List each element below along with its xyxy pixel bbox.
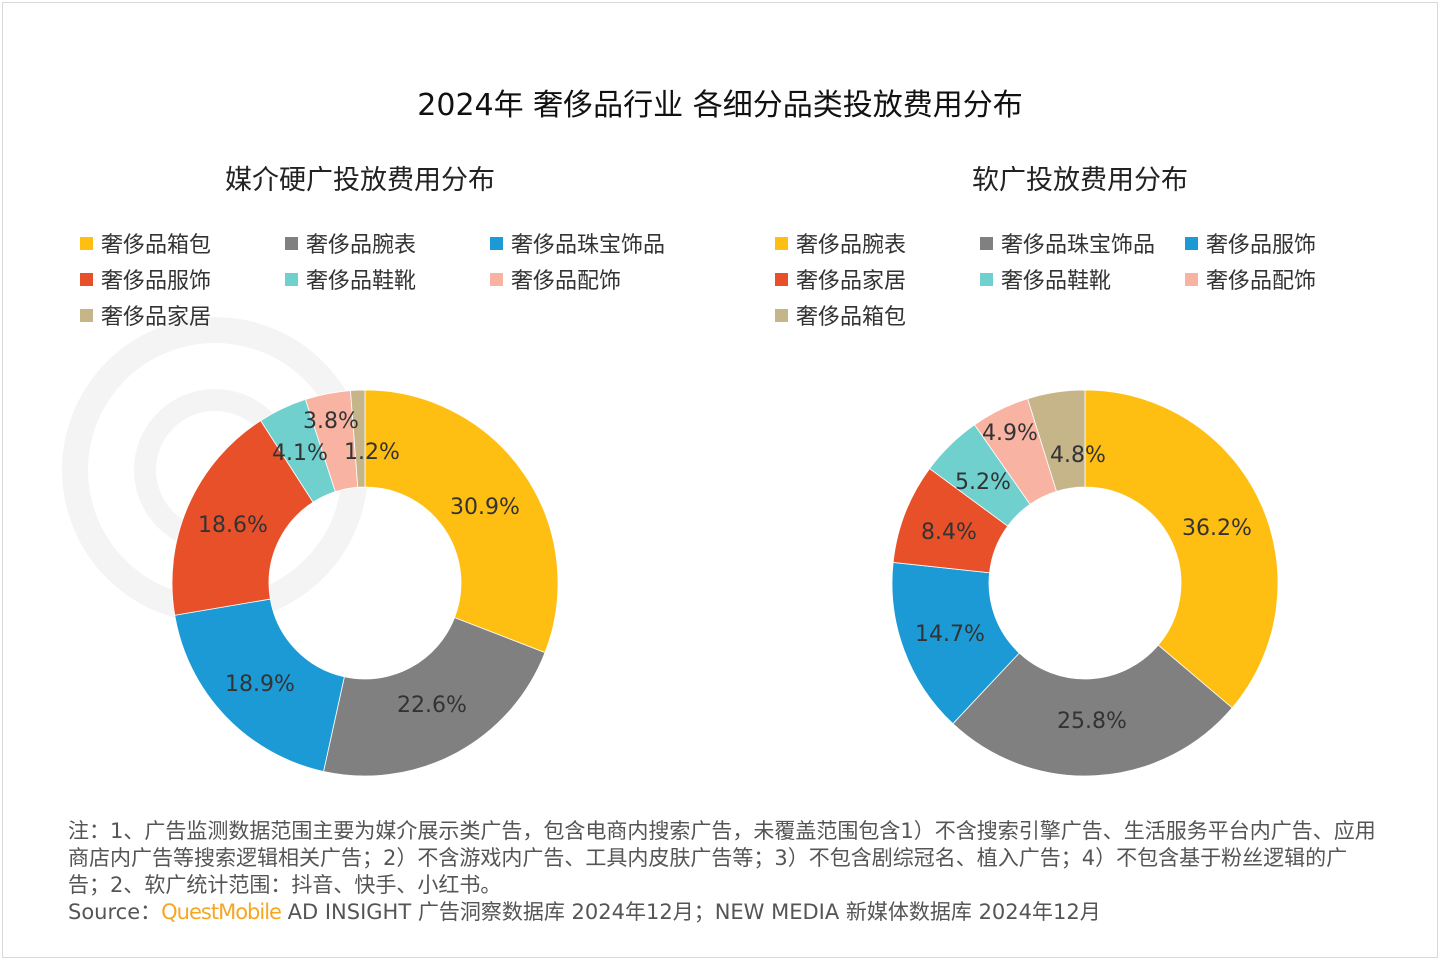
footer: 注：1、广告监测数据范围主要为媒介展示类广告，包含电商内搜索广告，未覆盖范围包含…	[68, 818, 1378, 926]
data-label: 22.6%	[397, 693, 467, 718]
data-label: 4.8%	[1050, 443, 1106, 468]
legend-item: 奢侈品腕表	[285, 227, 416, 259]
right-chart-title: 软广投放费用分布	[972, 165, 1188, 196]
legend-label: 奢侈品家居	[101, 305, 212, 330]
legend-item: 奢侈品箱包	[80, 227, 211, 259]
legend-swatch	[775, 308, 788, 322]
data-label: 25.8%	[1057, 709, 1127, 734]
donut-slice	[1027, 389, 1086, 492]
legend-swatch	[285, 236, 298, 250]
donut-slice	[171, 420, 314, 616]
legend-swatch	[80, 308, 93, 322]
legend-label: 奢侈品箱包	[101, 233, 212, 258]
legend-label: 奢侈品服饰	[101, 269, 212, 294]
legend-item: 奢侈品珠宝饰品	[980, 227, 1155, 259]
source-line: Source：QuestMobile AD INSIGHT 广告洞察数据库 20…	[68, 899, 1378, 926]
legend-swatch	[775, 236, 788, 250]
data-label: 14.7%	[915, 622, 985, 647]
legend-item: 奢侈品服饰	[80, 263, 211, 295]
data-label: 30.9%	[450, 495, 520, 520]
legend-swatch	[80, 236, 93, 250]
legend-swatch	[980, 236, 993, 250]
donut-slice	[952, 644, 1233, 777]
legend-swatch	[490, 236, 503, 250]
legend-item: 奢侈品服饰	[1185, 227, 1316, 259]
data-label: 1.2%	[344, 440, 400, 465]
legend-item: 奢侈品鞋靴	[980, 263, 1111, 295]
data-label: 8.4%	[921, 520, 977, 545]
donut-slice	[174, 598, 345, 772]
data-label: 4.1%	[272, 441, 328, 466]
legend-swatch	[285, 272, 298, 286]
legend-swatch	[980, 272, 993, 286]
legend-item: 奢侈品家居	[80, 299, 211, 331]
donut-slice	[1084, 389, 1279, 709]
legend-label: 奢侈品珠宝饰品	[511, 233, 666, 258]
legend-label: 奢侈品鞋靴	[1001, 269, 1112, 294]
legend-label: 奢侈品珠宝饰品	[1001, 233, 1156, 258]
legend-swatch	[490, 272, 503, 286]
footnote: 注：1、广告监测数据范围主要为媒介展示类广告，包含电商内搜索广告，未覆盖范围包含…	[68, 819, 1376, 897]
donut-slice	[364, 389, 559, 654]
donut-slice	[350, 389, 366, 488]
legend-item: 奢侈品家居	[775, 263, 906, 295]
source-prefix: Source：	[68, 900, 162, 924]
legend-swatch	[80, 272, 93, 286]
legend-label: 奢侈品鞋靴	[306, 269, 417, 294]
data-label: 3.8%	[303, 409, 359, 434]
donut-slice	[323, 617, 546, 777]
legend-label: 奢侈品箱包	[796, 305, 907, 330]
data-label: 4.9%	[982, 421, 1038, 446]
legend-label: 奢侈品家居	[796, 269, 907, 294]
legend-swatch	[1185, 236, 1198, 250]
data-label: 5.2%	[955, 470, 1011, 495]
legend-label: 奢侈品腕表	[306, 233, 417, 258]
legend-swatch	[775, 272, 788, 286]
legend-item: 奢侈品珠宝饰品	[490, 227, 665, 259]
questmobile-logo-text: QuestMobile	[161, 900, 282, 924]
data-label: 36.2%	[1182, 516, 1252, 541]
legend-item: 奢侈品配饰	[1185, 263, 1316, 295]
source-text: AD INSIGHT 广告洞察数据库 2024年12月；NEW MEDIA 新媒…	[280, 900, 1101, 924]
legend-item: 奢侈品箱包	[775, 299, 906, 331]
donut-slice	[891, 561, 1020, 725]
legend-swatch	[1185, 272, 1198, 286]
left-chart-title: 媒介硬广投放费用分布	[225, 165, 495, 196]
legend-item: 奢侈品鞋靴	[285, 263, 416, 295]
legend-item: 奢侈品配饰	[490, 263, 621, 295]
legend-label: 奢侈品腕表	[796, 233, 907, 258]
legend-label: 奢侈品配饰	[1206, 269, 1317, 294]
legend-item: 奢侈品腕表	[775, 227, 906, 259]
legend-label: 奢侈品配饰	[511, 269, 622, 294]
data-label: 18.9%	[225, 672, 295, 697]
page-title: 2024年 奢侈品行业 各细分品类投放费用分布	[417, 88, 1023, 123]
legend-label: 奢侈品服饰	[1206, 233, 1317, 258]
data-label: 18.6%	[198, 513, 268, 538]
